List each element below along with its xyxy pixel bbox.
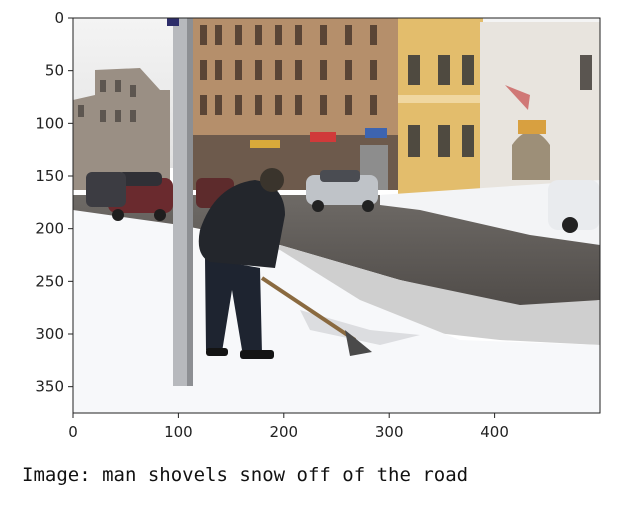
image-caption: Image: man shovels snow off of the road xyxy=(22,464,469,486)
y-tick-label: 0 xyxy=(54,9,64,27)
image-figure: 0 50 100 150 200 250 300 350 0 100 200 300 400 xyxy=(35,9,601,441)
y-tick-label: 300 xyxy=(35,325,64,343)
photo xyxy=(73,18,600,413)
x-tick-label: 200 xyxy=(269,423,298,441)
y-tick-label: 50 xyxy=(45,62,64,80)
image-frame xyxy=(72,17,601,414)
y-tick-label: 100 xyxy=(35,114,64,132)
x-tick-label: 300 xyxy=(375,423,404,441)
y-tick-label: 200 xyxy=(35,220,64,238)
y-axis: 0 50 100 150 200 250 300 350 xyxy=(35,9,73,396)
x-tick-label: 400 xyxy=(480,423,509,441)
x-tick-label: 0 xyxy=(68,423,78,441)
y-tick-label: 350 xyxy=(35,378,64,396)
y-tick-label: 250 xyxy=(35,272,64,290)
x-tick-label: 100 xyxy=(164,423,193,441)
y-tick-label: 150 xyxy=(35,167,64,185)
x-axis: 0 100 200 300 400 xyxy=(68,413,509,441)
